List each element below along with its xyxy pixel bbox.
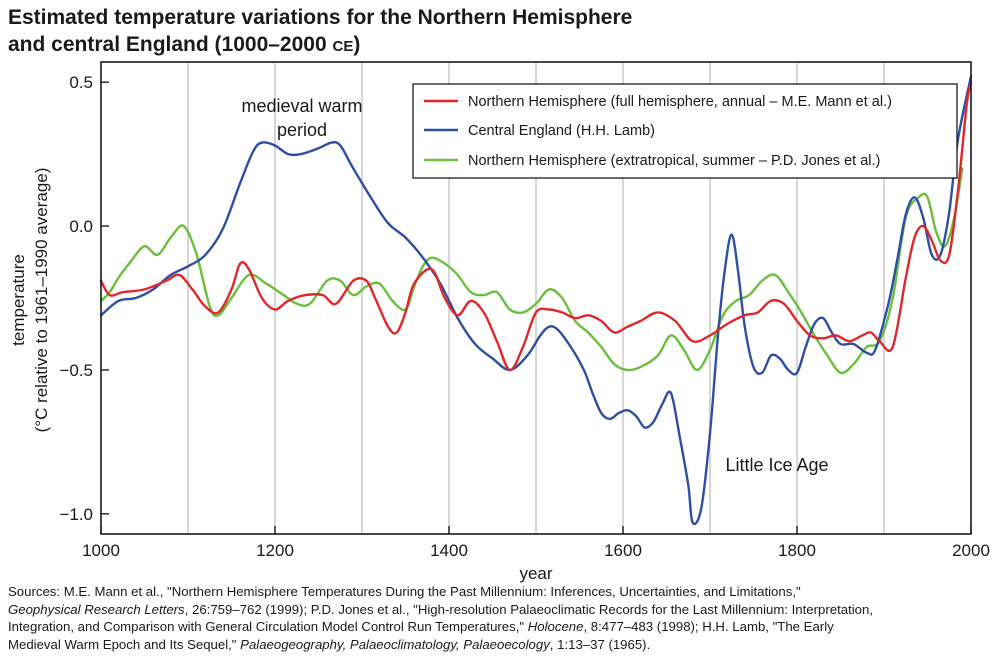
annotation-medieval-warm: medieval warm [241,96,362,116]
sources-line-4-rest: , 1:13–37 (1965). [549,636,651,652]
x-tick-label-1600: 1600 [604,541,642,560]
series-line-lamb-england [99,75,973,526]
temperature-chart: 1000 1200 1400 1600 1800 2000 0.5 0.0 −0.5 −1.0 y… [9,61,990,583]
y-axis-label-line-2: (°C relative to 1961–1990 average) [32,168,51,433]
sources-line-3: Integration, and Comparison with General… [8,618,998,636]
y-tick-label-2: −0.5 [59,361,93,380]
x-axis-label: year [519,564,552,583]
journal-grl: Geophysical Research Letters [8,601,185,617]
x-tick-label-1200: 1200 [256,541,294,560]
y-tick-label-0: 0.5 [69,73,93,92]
sources-line-2: Geophysical Research Letters, 26:759–762… [8,601,998,619]
legend-label-lamb: Central England (H.H. Lamb) [468,123,655,139]
sources-line-4-pre: Medieval Warm Epoch and Its Sequel," [8,636,241,652]
axis-ticks: 1000 1200 1400 1600 1800 2000 0.5 0.0 −0.5 −1.0 [59,73,989,560]
x-tick-label-2000: 2000 [952,541,990,560]
sources-line-4: Medieval Warm Epoch and Its Sequel," Pal… [8,636,998,654]
legend-label-mann: Northern Hemisphere (full hemisphere, an… [468,94,892,110]
legend: Northern Hemisphere (full hemisphere, an… [412,83,958,179]
legend-label-jones: Northern Hemisphere (extratropical, summ… [468,153,880,169]
plot-frame [100,61,972,535]
y-tick-label-3: −1.0 [59,505,93,524]
sources-line-2-rest: , 26:759–762 (1999); P.D. Jones et al., … [184,601,874,617]
series-line-mann-nh [99,80,973,372]
sources-note: Sources: M.E. Mann et al., "Northern Hem… [8,583,998,653]
y-axis-label-line-1: temperature [9,254,28,346]
x-tick-label-1400: 1400 [430,541,468,560]
title-line-1: Estimated temperature variations for the… [8,6,633,29]
journal-holocene: Holocene [527,619,584,634]
chart-title: Estimated temperature variations for the… [8,4,632,60]
annotation-period: period [277,120,327,140]
legend-box [412,83,958,179]
series-line-jones-nh [99,167,964,375]
sources-line-3-pre: Integration, and Comparison with General… [8,619,528,634]
title-line-2: and central England (1000–2000 [8,33,327,56]
title-era: CE [332,38,354,55]
annotation-little-ice-age: Little Ice Age [725,455,828,475]
sources-line-1: Sources: M.E. Mann et al., "Northern Hem… [8,584,801,599]
y-tick-label-1: 0.0 [69,217,93,236]
x-tick-label-1800: 1800 [778,541,816,560]
sources-line-3-rest: , 8:477–483 (1998); H.H. Lamb, "The Earl… [583,619,834,634]
x-tick-label-1000: 1000 [82,541,120,560]
journal-palaeo: Palaeogeography, Palaeoclimatology, Pala… [240,636,550,652]
series-layer [99,75,973,526]
title-end: ) [353,33,361,56]
